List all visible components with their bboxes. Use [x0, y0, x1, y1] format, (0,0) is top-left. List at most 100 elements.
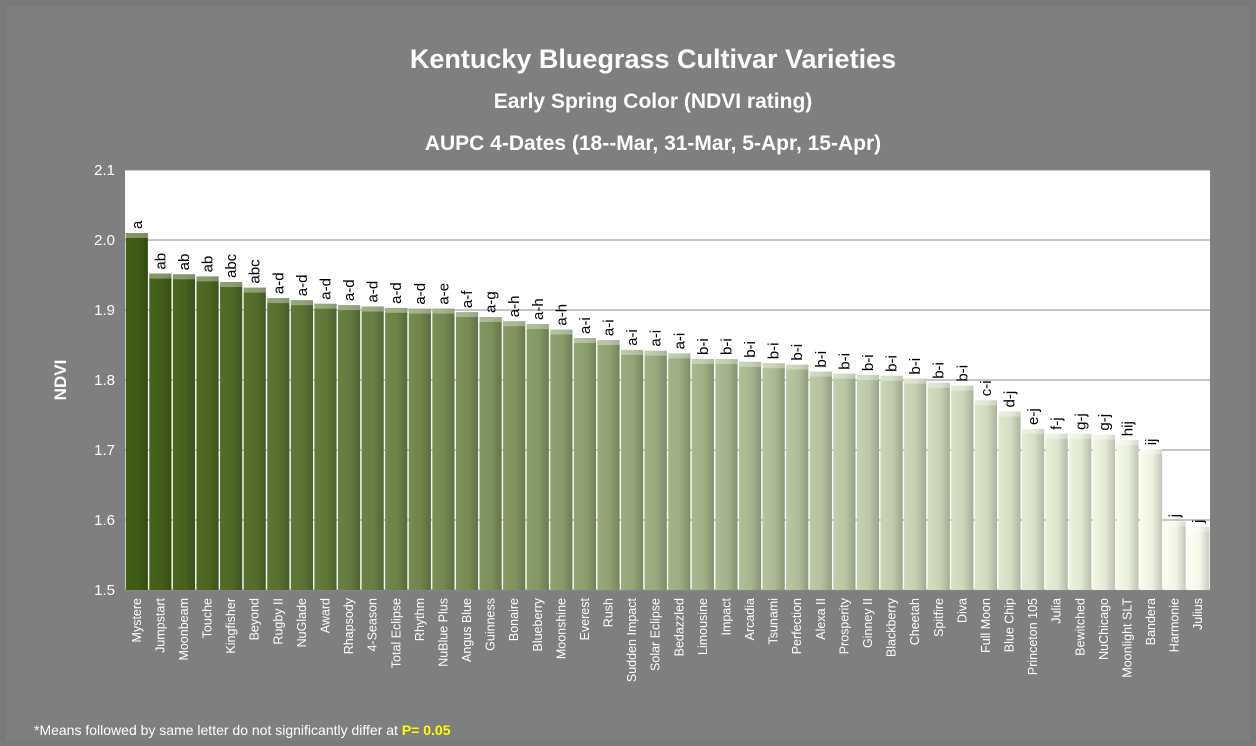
significance-letter: a-h — [553, 304, 570, 326]
bar — [479, 317, 502, 590]
bars — [125, 233, 1210, 590]
significance-letters: aab ab ab abc abc a-d a-d a-d a-d a-d a-d a-d a-e a-f… — [129, 220, 1207, 524]
bar-highlight — [526, 324, 549, 329]
x-tick-label: Blackberry — [885, 597, 899, 657]
x-tick-label: Mystere — [130, 598, 144, 643]
x-tick-label: Harmonie — [1168, 598, 1182, 652]
bar-highlight — [220, 282, 243, 287]
bar — [644, 350, 667, 590]
bar — [220, 282, 243, 590]
significance-letter: j — [1190, 520, 1207, 524]
x-axis-ticks: Mystere Jumpstart Moonbeam Touche Kingfisher… — [130, 597, 1205, 682]
bar — [786, 364, 809, 590]
x-tick-label: Total Eclipse — [389, 598, 403, 668]
bar-highlight — [1139, 449, 1163, 455]
bar — [668, 353, 691, 590]
x-tick-label: Guinness — [484, 598, 498, 651]
significance-letter: e-j — [1025, 408, 1042, 425]
bar-highlight — [1069, 433, 1092, 439]
significance-letter: b-i — [813, 351, 830, 368]
bar-highlight — [904, 378, 927, 384]
significance-letter: b-i — [742, 341, 759, 358]
x-tick-label: Julius — [1191, 598, 1205, 630]
x-tick-label: Beyond — [248, 598, 262, 640]
x-tick-label: NuGlade — [295, 598, 309, 647]
x-tick-label: NuChicago — [1097, 598, 1111, 660]
x-tick-label: Bonaire — [507, 598, 521, 641]
x-tick-label: Rhythm — [413, 598, 427, 641]
bar-highlight — [149, 273, 172, 279]
bar-highlight — [503, 321, 526, 327]
footnote-p-value: P= 0.05 — [401, 722, 451, 738]
y-tick-label: 1.9 — [94, 302, 115, 319]
bar — [290, 300, 313, 590]
x-tick-label: Princeton 105 — [1026, 598, 1040, 675]
significance-letter: ab — [200, 256, 217, 273]
bar — [621, 349, 644, 590]
significance-letter: a-h — [530, 298, 547, 320]
bar — [1139, 449, 1163, 590]
significance-letter: a-d — [341, 279, 358, 301]
bar-highlight — [856, 375, 880, 381]
bar-highlight — [1022, 429, 1045, 434]
bar — [503, 321, 526, 590]
bar — [196, 276, 219, 590]
bar-highlight — [432, 308, 455, 314]
bar — [526, 324, 549, 590]
bar — [337, 305, 361, 590]
y-tick-label: 1.5 — [94, 582, 115, 599]
bar-highlight — [762, 363, 785, 369]
bar-highlight — [927, 382, 950, 388]
bar-highlight — [1187, 527, 1210, 532]
footnote-text: *Means followed by same letter do not si… — [34, 722, 402, 738]
x-tick-label: Award — [318, 598, 332, 633]
bar-highlight — [998, 411, 1021, 417]
bar-highlight — [337, 305, 361, 311]
chart-subtitle: Early Spring Color (NDVI rating) — [494, 90, 813, 113]
bar — [550, 329, 573, 590]
bar — [243, 287, 266, 590]
y-tick-label: 1.8 — [94, 372, 115, 389]
bar — [904, 378, 927, 590]
x-tick-label: Spitfire — [932, 598, 946, 637]
bar-highlight — [1116, 440, 1139, 446]
x-tick-label: Alexa II — [814, 598, 828, 640]
bar-highlight — [880, 375, 903, 381]
bar — [998, 411, 1021, 590]
bar-highlight — [243, 287, 266, 293]
bar — [267, 298, 290, 590]
bar — [951, 385, 974, 590]
bar — [880, 375, 903, 590]
bar-highlight — [1092, 434, 1115, 440]
bar — [361, 306, 384, 590]
bar — [1022, 429, 1045, 590]
bar — [1092, 434, 1115, 590]
x-tick-label: Cheetah — [908, 598, 922, 645]
bar-highlight — [786, 364, 809, 370]
x-tick-label: Diva — [955, 598, 969, 623]
bar-highlight — [951, 385, 974, 391]
significance-letter: a — [129, 220, 146, 229]
bar-highlight — [314, 303, 337, 309]
bar — [833, 373, 856, 590]
bar — [1069, 433, 1092, 590]
bar — [927, 382, 950, 590]
x-tick-label: Impact — [719, 597, 733, 635]
significance-letter: b-i — [766, 343, 783, 360]
x-tick-label: Blueberry — [531, 597, 545, 651]
bar-highlight — [644, 350, 667, 356]
significance-letter: g-j — [1072, 413, 1089, 430]
x-tick-label: Ginney II — [861, 598, 875, 648]
x-tick-label: NuBlue Plus — [436, 598, 450, 667]
bar — [856, 375, 880, 590]
significance-letter: b-i — [931, 362, 948, 379]
bar-highlight — [196, 276, 219, 282]
significance-letter: a-d — [412, 283, 429, 305]
significance-letter: b-i — [836, 353, 853, 370]
x-tick-label: Bandera — [1144, 598, 1158, 645]
bar-highlight — [668, 353, 691, 359]
significance-letter: a-d — [294, 275, 311, 297]
x-tick-label: Touche — [201, 598, 215, 638]
x-tick-label: Rush — [602, 598, 616, 627]
y-tick-label: 1.7 — [94, 442, 115, 459]
